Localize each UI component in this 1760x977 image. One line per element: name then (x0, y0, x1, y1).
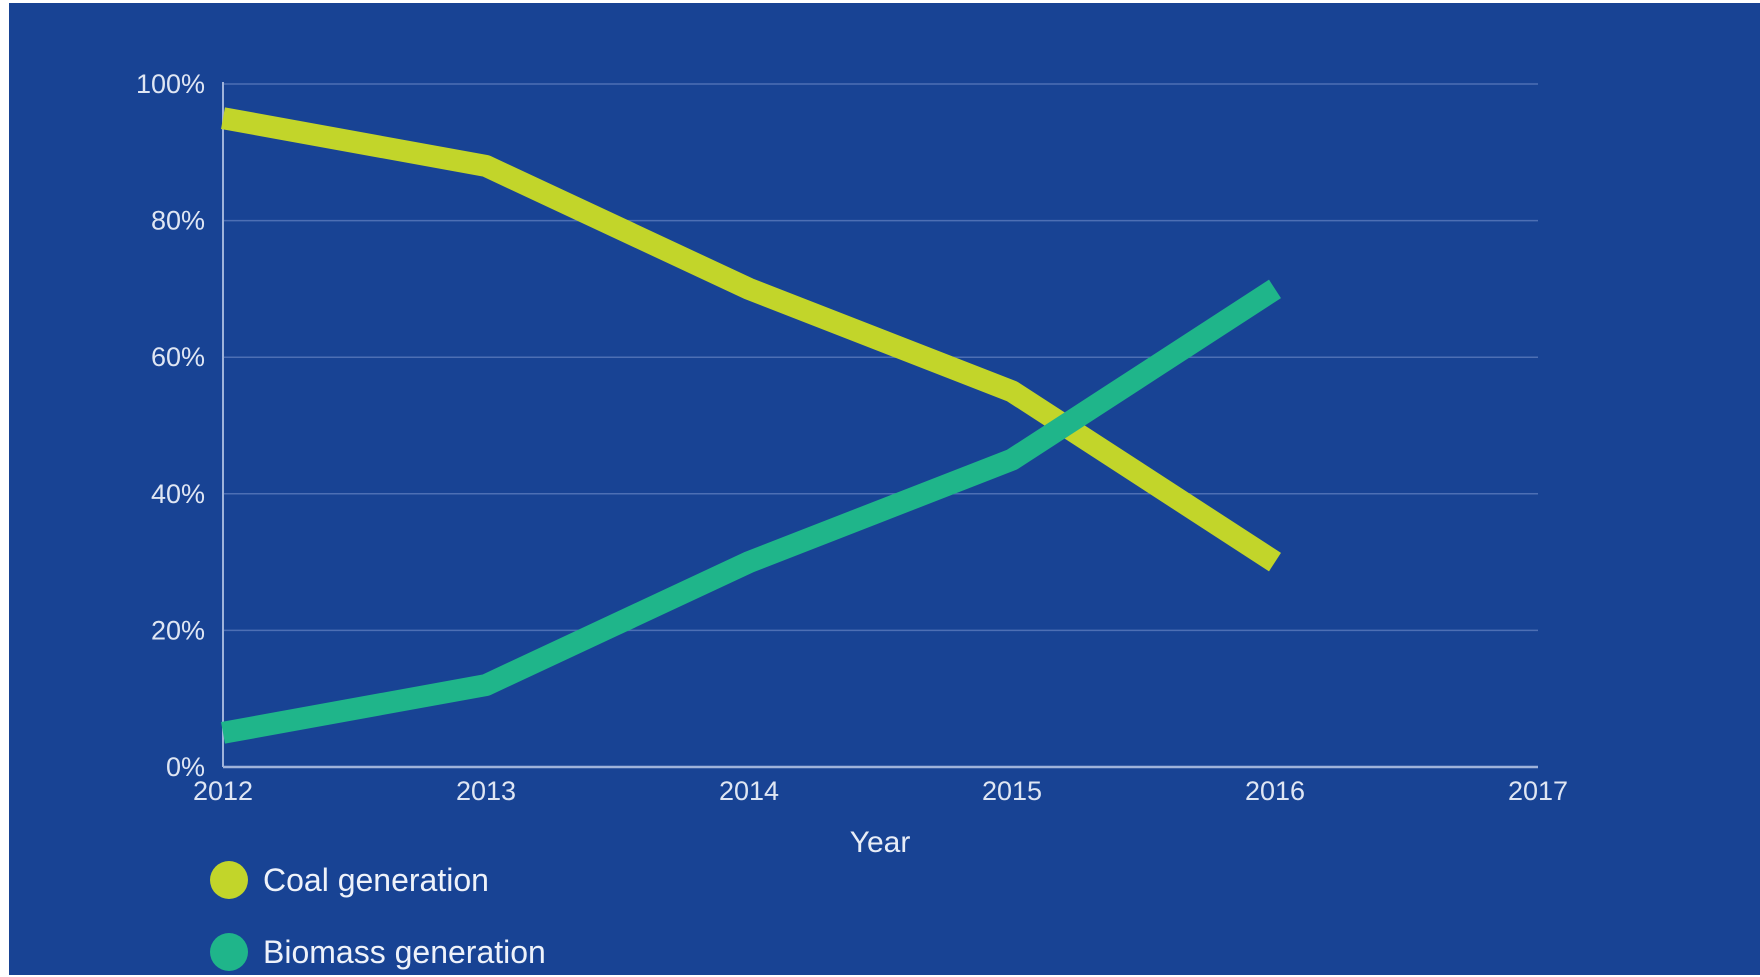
y-tick-label: 100% (136, 69, 205, 99)
series-line-1 (221, 279, 1281, 744)
series-line-0 (221, 107, 1281, 572)
x-tick-label: 2013 (456, 776, 516, 806)
data-point (222, 117, 224, 119)
x-tick-label: 2015 (982, 776, 1042, 806)
data-point (1011, 459, 1013, 461)
axes (222, 82, 1538, 769)
x-tick-label: 2016 (1245, 776, 1305, 806)
tick-labels: 0% 20% 40% 60% 80% 100% 2012 2013 2014 2015 2016 20… (136, 69, 1568, 806)
legend-swatch (210, 861, 248, 899)
data-point (1011, 390, 1013, 392)
data-point (485, 165, 487, 167)
x-axis-title: Year (850, 826, 911, 859)
x-tick-label: 2014 (719, 776, 779, 806)
data-point (748, 288, 750, 290)
data-point (1274, 561, 1276, 563)
legend-label: Biomass generation (263, 934, 546, 970)
data-point (1274, 288, 1276, 290)
gridlines (223, 83, 1538, 632)
y-tick-label: 40% (151, 479, 205, 509)
x-tick-label: 2017 (1508, 776, 1568, 806)
data-point (485, 684, 487, 686)
y-tick-label: 60% (151, 342, 205, 372)
legend: Coal generation Biomass generation (210, 861, 546, 971)
series-lines (221, 107, 1281, 744)
y-tick-label: 80% (151, 206, 205, 236)
data-point (748, 561, 750, 563)
x-tick-label: 2012 (193, 776, 253, 806)
y-tick-label: 20% (151, 615, 205, 645)
legend-swatch (210, 933, 248, 971)
legend-label: Coal generation (263, 862, 489, 898)
y-tick-label: 0% (166, 752, 205, 782)
data-point (222, 732, 224, 734)
chart-panel (9, 3, 1760, 975)
